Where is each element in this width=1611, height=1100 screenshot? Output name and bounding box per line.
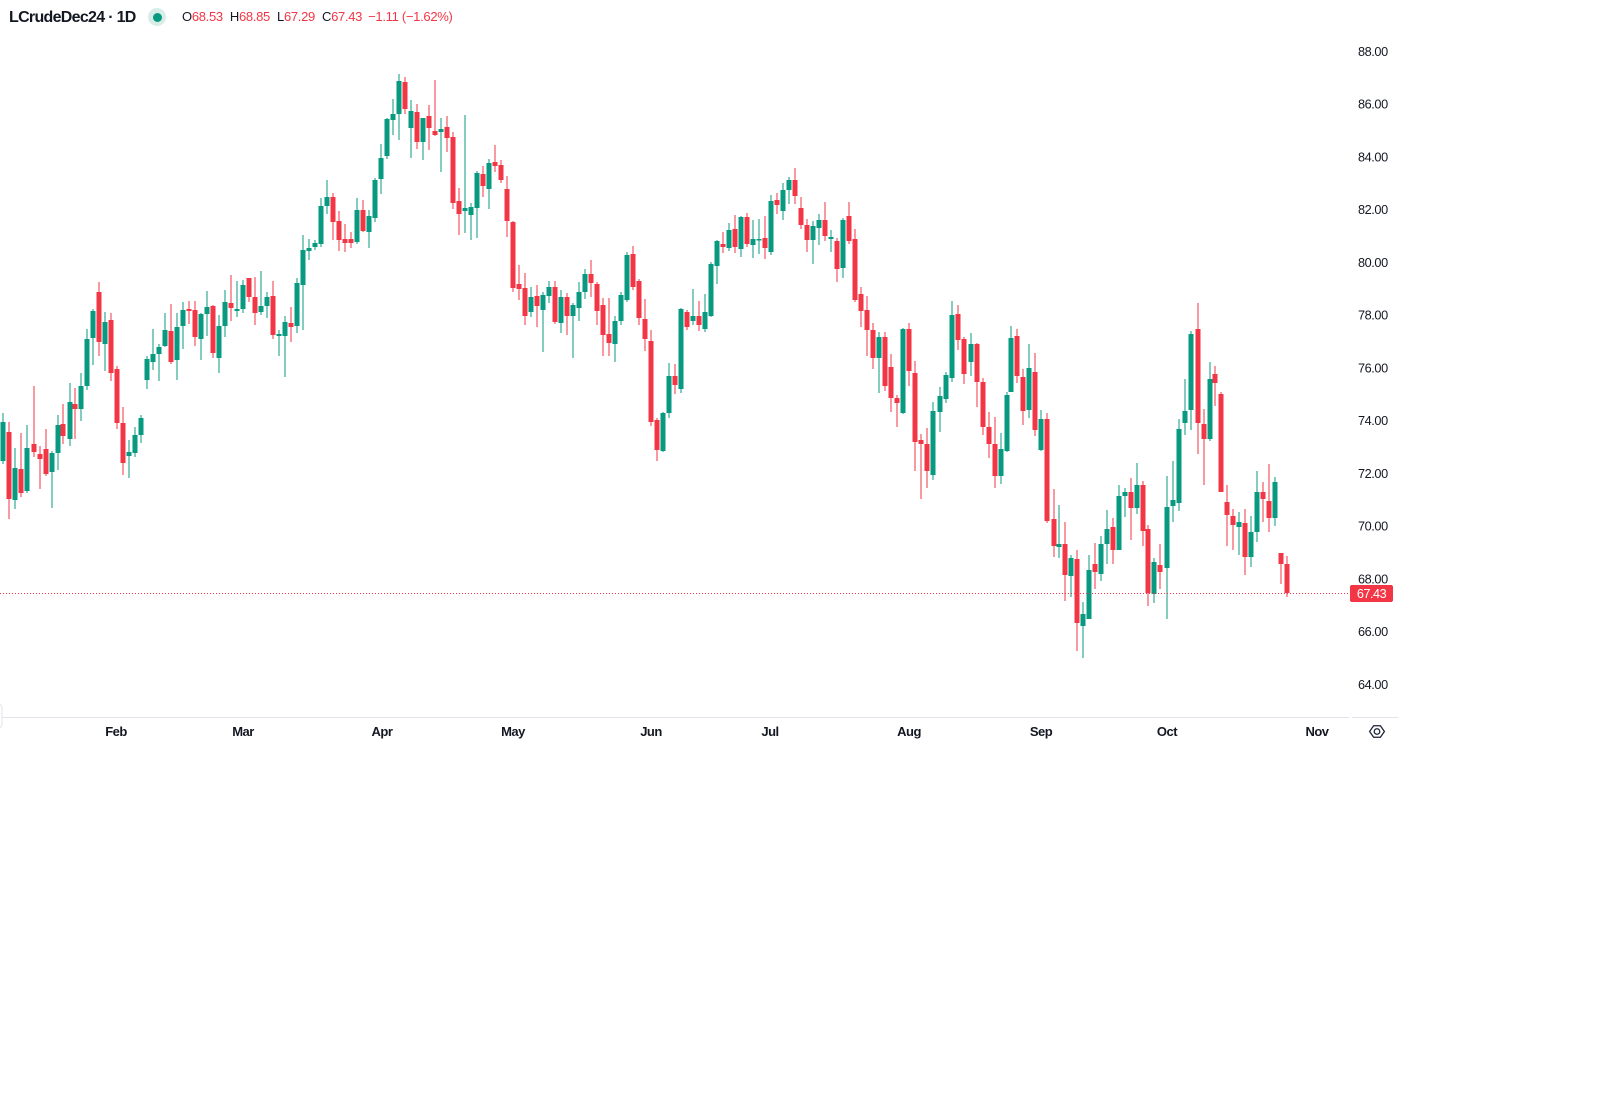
svg-text:78.00: 78.00	[1358, 309, 1388, 323]
svg-text:76.00: 76.00	[1358, 361, 1388, 375]
svg-text:80.00: 80.00	[1358, 256, 1388, 270]
svg-text:Mar: Mar	[232, 724, 254, 739]
svg-text:68.00: 68.00	[1358, 572, 1388, 586]
svg-text:Jul: Jul	[761, 724, 778, 739]
svg-text:84.00: 84.00	[1358, 150, 1388, 164]
svg-text:74.00: 74.00	[1358, 414, 1388, 428]
svg-text:Feb: Feb	[105, 724, 127, 739]
svg-text:67.43: 67.43	[1357, 587, 1387, 601]
svg-text:70.00: 70.00	[1358, 520, 1388, 534]
svg-text:64.00: 64.00	[1358, 678, 1388, 692]
svg-text:Oct: Oct	[1157, 724, 1178, 739]
svg-text:Nov: Nov	[1305, 724, 1329, 739]
svg-text:66.00: 66.00	[1358, 625, 1388, 639]
svg-text:86.00: 86.00	[1358, 98, 1388, 112]
svg-text:May: May	[501, 724, 526, 739]
svg-text:88.00: 88.00	[1358, 45, 1388, 59]
svg-text:Sep: Sep	[1030, 724, 1053, 739]
svg-text:Jun: Jun	[640, 724, 662, 739]
svg-text:Aug: Aug	[897, 724, 921, 739]
svg-text:72.00: 72.00	[1358, 467, 1388, 481]
svg-text:Apr: Apr	[372, 724, 393, 739]
svg-text:82.00: 82.00	[1358, 203, 1388, 217]
